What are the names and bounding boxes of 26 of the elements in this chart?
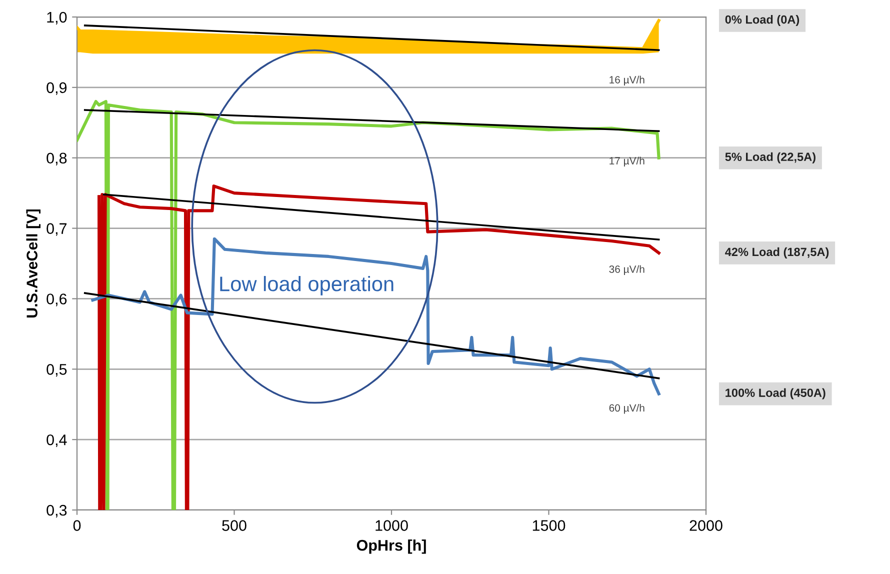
x-axis-title: OpHrs [h]: [356, 540, 426, 554]
text: 42% Load (187,5A): [725, 247, 829, 258]
text: 100% Load (450A): [726, 388, 826, 400]
x-tick-label: 0: [73, 520, 81, 531]
annotation: 17 µV/h: [610, 156, 644, 167]
x-tick-label: 500: [222, 520, 246, 531]
annotation: 16 µV/h: [610, 76, 644, 86]
text: 0% Load (0A): [725, 15, 800, 26]
y-tick-label: 0,7: [46, 223, 67, 236]
y-axis-title: U.S.AveCell [V]: [26, 209, 40, 318]
y-tick-label: 0,9: [46, 82, 67, 95]
annotation: Low load operation: [220, 276, 394, 296]
line-series: [97, 184, 660, 510]
y-tick-label: 0,3: [46, 504, 67, 518]
x-tick-label: 1000: [376, 520, 408, 531]
y-tick-label: 0,5: [46, 364, 67, 377]
y-tick-label: 0,4: [46, 434, 67, 448]
annotation: 60 µV/h: [609, 404, 644, 414]
y-tick-label: 0,6: [46, 294, 67, 306]
x-tick-label: 2000: [690, 520, 722, 531]
y-tick-label: 1,0: [47, 12, 67, 24]
y-tick-label: 0,8: [46, 152, 67, 166]
annotation: 36 µV/h: [609, 265, 644, 275]
text: 5% Load (22,5A): [725, 152, 816, 164]
x-tick-label: 1500: [532, 520, 566, 531]
line-series: [91, 237, 660, 396]
